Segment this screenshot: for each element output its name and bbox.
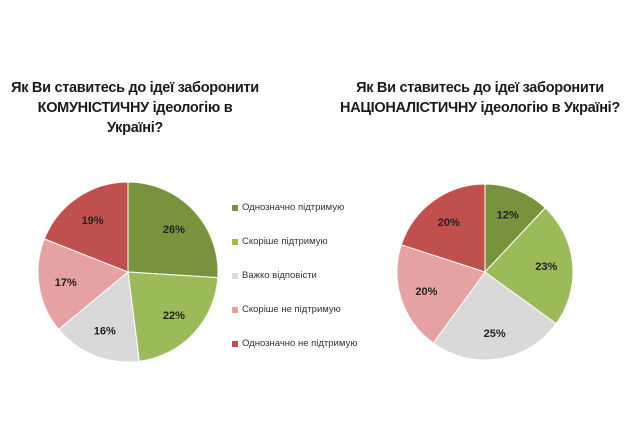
data-label: 26% — [163, 224, 185, 236]
legend: Однозначно підтримую Скоріше підтримую Важ… — [232, 202, 357, 372]
legend-swatch — [232, 205, 238, 211]
data-label: 23% — [535, 261, 557, 273]
pie-slice — [127, 181, 219, 279]
data-label: 16% — [94, 326, 116, 338]
data-label: 25% — [484, 328, 506, 340]
data-label: 20% — [438, 217, 460, 229]
pie-slice — [396, 244, 486, 344]
legend-swatch — [232, 273, 238, 279]
legend-swatch — [232, 341, 238, 347]
data-label: 22% — [163, 310, 185, 322]
pie-slice — [484, 207, 574, 325]
pie-slice — [57, 271, 140, 363]
pie-slice — [432, 271, 557, 361]
legend-label: Скоріше підтримую — [242, 236, 328, 247]
data-label: 20% — [415, 286, 437, 298]
pie-slice — [37, 238, 129, 331]
legend-label: Важко відповісти — [242, 270, 317, 281]
legend-label: Однозначно не підтримую — [242, 338, 358, 349]
legend-item: Важко відповісти — [232, 270, 357, 304]
pie-slice — [484, 183, 546, 274]
legend-item: Скоріше не підтримую — [232, 304, 357, 338]
right-chart-title: Як Ви ставитесь до ідеї заборонити НАЦІО… — [330, 78, 630, 118]
data-label: 17% — [55, 277, 77, 289]
legend-item: Скоріше підтримую — [232, 236, 357, 270]
legend-swatch — [232, 307, 238, 313]
legend-swatch — [232, 239, 238, 245]
legend-label: Скоріше не підтримую — [242, 304, 341, 315]
data-label: 19% — [82, 215, 104, 227]
title-line: НАЦІОНАЛІСТИЧНУ ідеологію в Україні? — [340, 100, 620, 116]
title-line: Як Ви ставитесь до ідеї заборонити — [356, 80, 604, 96]
legend-item: Однозначно підтримую — [232, 202, 357, 236]
legend-item: Однозначно не підтримую — [232, 338, 357, 372]
title-line: Як Ви ставитесь до ідеї заборонити — [11, 80, 259, 96]
title-line: КОМУНІСТИЧНУ ідеологію в Україні? — [37, 100, 233, 136]
left-chart-title: Як Ви ставитесь до ідеї заборонити КОМУН… — [10, 78, 260, 138]
data-label: 12% — [497, 210, 519, 222]
legend-label: Однозначно підтримую — [242, 202, 345, 213]
pie-slice — [400, 183, 486, 273]
pie-slice — [127, 271, 219, 362]
pie-slice — [43, 181, 129, 273]
